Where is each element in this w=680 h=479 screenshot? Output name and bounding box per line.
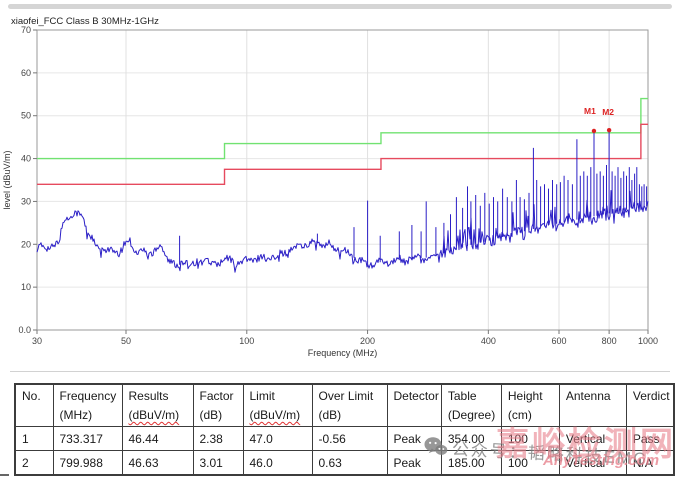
table-header-cell: Results(dBuV/m) — [122, 384, 193, 427]
table-cell: 2 — [15, 451, 53, 476]
results-table: No. Frequency(MHz)Results(dBuV/m)Factor(… — [14, 383, 675, 476]
table-cell: 0.63 — [312, 451, 387, 476]
marker-label-m2[interactable]: M2 — [602, 107, 614, 117]
table-header-cell: Over Limit(dB) — [312, 384, 387, 427]
table-cell: 46.44 — [122, 427, 193, 451]
y-tick-label: 50 — [21, 111, 31, 121]
table-cell: Pass — [626, 427, 674, 451]
table-header-cell: Limit(dBuV/m) — [243, 384, 312, 427]
table-cell: 185.00 — [441, 451, 501, 476]
table-header-cell: No. — [15, 384, 53, 427]
y-axis-label: level (dBuV/m) — [2, 150, 12, 209]
table-cell: 3.01 — [193, 451, 243, 476]
table-row: 1733.31746.442.3847.0-0.56Peak354.00100V… — [15, 427, 674, 451]
table-cell: 354.00 — [441, 427, 501, 451]
x-tick-label: 800 — [602, 336, 617, 346]
x-tick-label: 200 — [360, 336, 375, 346]
x-tick-label: 30 — [32, 336, 42, 346]
y-tick-label: 40 — [21, 154, 31, 164]
table-cell: N/A — [626, 451, 674, 476]
table-cell: 733.317 — [53, 427, 122, 451]
x-axis-label: Frequency (MHz) — [308, 348, 378, 358]
y-tick-label: 30 — [21, 196, 31, 206]
table-cell: Peak — [387, 427, 441, 451]
table-cell: 46.0 — [243, 451, 312, 476]
x-tick-label: 50 — [121, 336, 131, 346]
table-cell: -0.56 — [312, 427, 387, 451]
table-header-cell: Frequency(MHz) — [53, 384, 122, 427]
table-cell: 1 — [15, 427, 53, 451]
y-tick-label: 20 — [21, 239, 31, 249]
marker-label-m1[interactable]: M1 — [584, 106, 596, 116]
table-cell: 46.63 — [122, 451, 193, 476]
corner-dash — [0, 474, 9, 476]
table-cell: 100 — [501, 427, 559, 451]
table-cell: Vertical — [559, 451, 626, 476]
table-header-row: No. Frequency(MHz)Results(dBuV/m)Factor(… — [15, 384, 674, 427]
emc-report-window: 0.01020304050607030501002004006008001000… — [0, 0, 680, 479]
table-header-cell: Table(Degree) — [441, 384, 501, 427]
table-cell: Vertical — [559, 427, 626, 451]
table-header-cell: Detector — [387, 384, 441, 427]
table-header-cell: Factor(dB) — [193, 384, 243, 427]
x-tick-label: 100 — [239, 336, 254, 346]
limit-line — [37, 99, 648, 159]
table-header-cell: Verdict — [626, 384, 674, 427]
y-tick-label: 10 — [21, 282, 31, 292]
table-cell: 100 — [501, 451, 559, 476]
table-cell: 799.988 — [53, 451, 122, 476]
emission-spectrum-chart: 0.01020304050607030501002004006008001000… — [0, 0, 680, 372]
marker-dot-m2[interactable] — [607, 128, 611, 132]
y-tick-label: 60 — [21, 68, 31, 78]
table-cell: 47.0 — [243, 427, 312, 451]
table-header-cell: Antenna — [559, 384, 626, 427]
plot-border — [37, 30, 648, 330]
chart-title: xiaofei_FCC Class B 30MHz-1GHz — [11, 16, 159, 27]
table-cell: Peak — [387, 451, 441, 476]
y-tick-label: 0.0 — [18, 325, 31, 335]
x-tick-label: 1000 — [638, 336, 658, 346]
x-tick-label: 600 — [551, 336, 566, 346]
x-tick-label: 400 — [481, 336, 496, 346]
table-cell: 2.38 — [193, 427, 243, 451]
separator-line — [10, 371, 670, 372]
table-row: 2799.98846.633.0146.00.63Peak185.00100Ve… — [15, 451, 674, 476]
table-header-cell: Height(cm) — [501, 384, 559, 427]
marker-dot-m1[interactable] — [592, 129, 596, 133]
